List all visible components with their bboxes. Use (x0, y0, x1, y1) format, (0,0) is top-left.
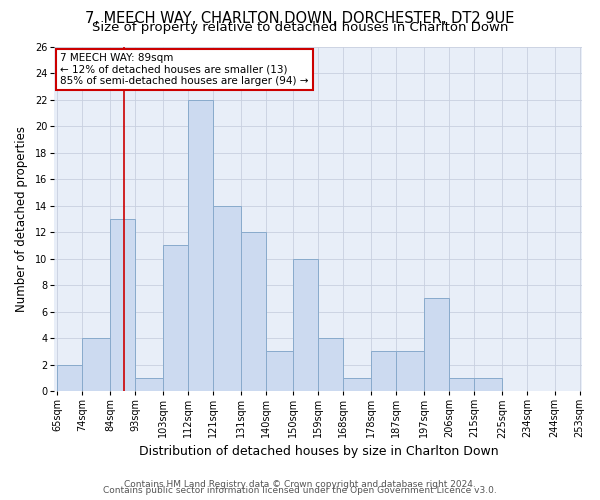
Bar (135, 378, 163, 391)
Bar (57, 364, 82, 391)
Bar (343, 378, 371, 391)
Bar (449, 378, 474, 391)
Bar (110, 219, 135, 391)
Text: Size of property relative to detached houses in Charlton Down: Size of property relative to detached ho… (92, 22, 508, 35)
Bar (396, 352, 424, 391)
Bar (371, 352, 396, 391)
Bar (82, 338, 110, 391)
Bar (241, 232, 266, 391)
Bar (188, 100, 213, 391)
Bar (163, 246, 188, 391)
Text: Contains HM Land Registry data © Crown copyright and database right 2024.: Contains HM Land Registry data © Crown c… (124, 480, 476, 489)
Text: 7 MEECH WAY: 89sqm
← 12% of detached houses are smaller (13)
85% of semi-detache: 7 MEECH WAY: 89sqm ← 12% of detached hou… (60, 53, 308, 86)
Bar (213, 206, 241, 391)
Bar (424, 298, 449, 391)
Text: Contains public sector information licensed under the Open Government Licence v3: Contains public sector information licen… (103, 486, 497, 495)
Bar (474, 378, 502, 391)
X-axis label: Distribution of detached houses by size in Charlton Down: Distribution of detached houses by size … (139, 444, 498, 458)
Text: 7, MEECH WAY, CHARLTON DOWN, DORCHESTER, DT2 9UE: 7, MEECH WAY, CHARLTON DOWN, DORCHESTER,… (85, 11, 515, 26)
Bar (319, 338, 343, 391)
Y-axis label: Number of detached properties: Number of detached properties (15, 126, 28, 312)
Bar (293, 258, 319, 391)
Bar (266, 352, 293, 391)
